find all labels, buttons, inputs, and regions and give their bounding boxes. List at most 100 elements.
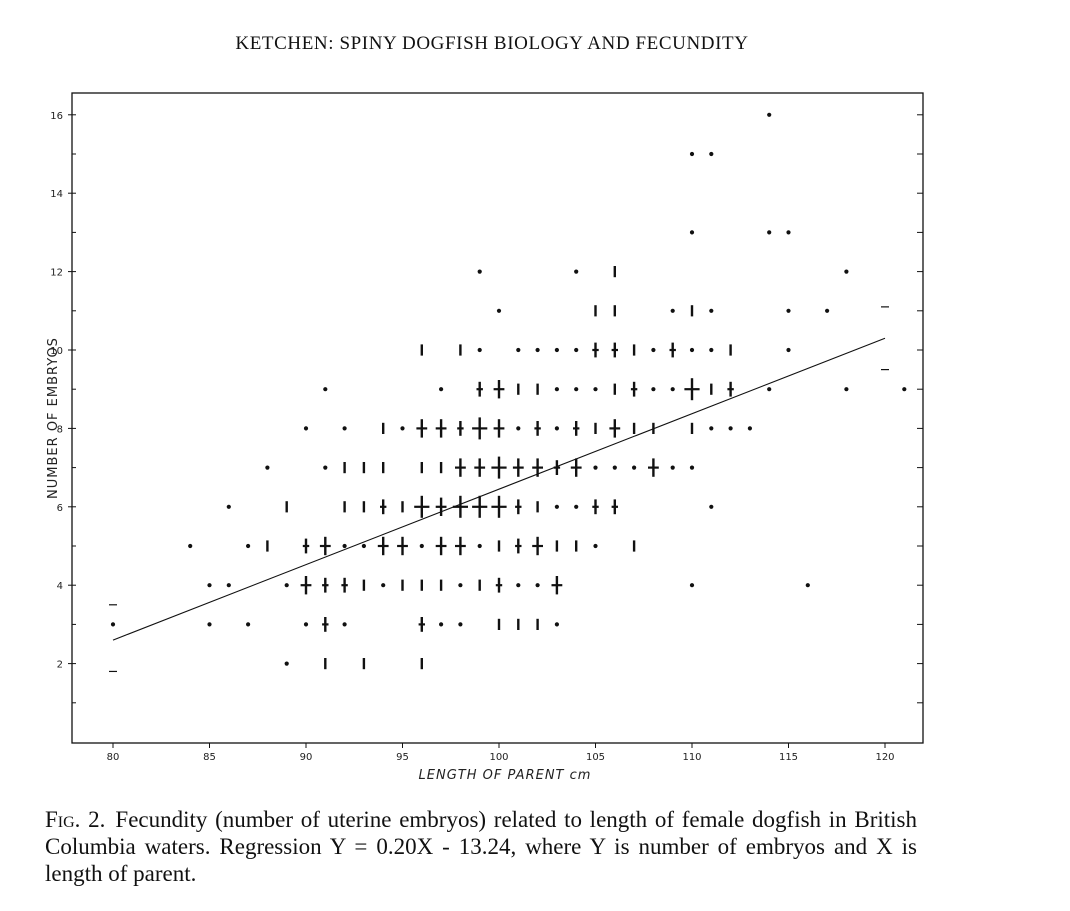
data-point: [323, 387, 328, 392]
point-dot: [689, 151, 695, 157]
data-point: [786, 308, 791, 313]
point-dot: [188, 543, 193, 549]
data-point: [709, 426, 714, 431]
data-point: [414, 495, 430, 518]
data-point: [455, 458, 466, 477]
data-point: [844, 387, 849, 392]
data-point: [747, 426, 753, 431]
data-point: [457, 421, 464, 436]
point-dot: [284, 583, 289, 588]
data-point: [554, 387, 560, 392]
point-dot: [786, 308, 791, 313]
point-dot: [110, 622, 116, 627]
data-point: [435, 419, 447, 438]
point-dot: [439, 387, 444, 392]
data-point: [709, 308, 714, 313]
point-dot: [767, 230, 772, 235]
point-dot: [342, 426, 347, 431]
x-tick-label: 100: [489, 752, 508, 763]
data-point: [474, 458, 486, 477]
y-tick-label: 2: [57, 660, 63, 671]
data-point: [418, 617, 425, 632]
point-dot: [303, 426, 309, 431]
point-dot: [786, 230, 791, 235]
data-point: [380, 499, 387, 515]
x-tick-label: 115: [779, 752, 798, 763]
x-axis-ticks: 80 85 90 95 100 105 110 115 120: [107, 743, 895, 763]
data-point: [593, 465, 598, 470]
point-dot: [574, 269, 579, 274]
point-dot: [458, 583, 463, 588]
data-point: [611, 342, 618, 358]
data-point: [207, 583, 212, 588]
x-tick-label: 80: [107, 752, 120, 763]
data-point: [611, 499, 618, 515]
y-tick-label: 14: [50, 189, 63, 200]
point-dot: [786, 347, 791, 353]
data-point: [534, 421, 541, 436]
data-point: [632, 465, 637, 470]
data-point: [323, 465, 328, 470]
y-axis-title: NUMBER OF EMBRYOS: [46, 337, 61, 499]
data-point: [512, 458, 524, 477]
point-dot: [477, 269, 482, 274]
data-point: [322, 617, 329, 632]
point-dot: [342, 622, 347, 627]
data-point: [265, 465, 270, 470]
data-point: [805, 583, 810, 588]
data-point: [554, 622, 560, 627]
y-axis-ticks: 2 4 6 8 10 12 14 16: [50, 111, 72, 671]
y-tick-label: 16: [50, 111, 63, 122]
point-dot: [593, 387, 598, 392]
data-point: [651, 387, 656, 392]
point-dot: [246, 622, 251, 627]
point-dot: [670, 387, 675, 392]
data-point: [300, 576, 312, 595]
data-point: [495, 577, 503, 593]
data-point: [515, 499, 522, 515]
point-dot: [844, 387, 849, 392]
point-dot: [246, 543, 251, 549]
point-dot: [670, 465, 675, 470]
data-point: [551, 576, 563, 595]
data-point: [284, 583, 289, 588]
point-dot: [207, 622, 212, 627]
data-point: [574, 269, 579, 274]
data-point: [516, 347, 521, 353]
point-dot: [709, 151, 714, 157]
point-dot: [554, 347, 560, 353]
data-point: [767, 112, 772, 117]
data-point: [419, 543, 424, 549]
data-point: [609, 419, 621, 438]
data-point: [493, 380, 505, 399]
point-dot: [593, 465, 598, 470]
point-dot: [458, 622, 463, 627]
data-point: [574, 347, 579, 353]
y-tick-label: 12: [50, 268, 63, 279]
data-point: [439, 622, 444, 627]
data-point: [515, 538, 522, 554]
data-point: [689, 583, 695, 588]
data-point: [592, 499, 599, 515]
point-dot: [419, 543, 424, 549]
point-dot: [226, 504, 231, 509]
point-dot: [554, 426, 560, 431]
point-dot: [689, 230, 695, 235]
running-title: KETCHEN: SPINY DOGFISH BIOLOGY AND FECUN…: [235, 33, 749, 54]
data-point: [593, 387, 598, 392]
data-point: [207, 622, 212, 627]
data-point: [377, 536, 389, 556]
data-point: [709, 347, 714, 353]
point-dot: [767, 387, 772, 392]
data-point: [612, 465, 617, 470]
point-dot: [284, 661, 289, 666]
data-point: [476, 381, 483, 397]
point-dot: [265, 465, 270, 470]
data-point: [651, 347, 656, 353]
point-dot: [709, 504, 714, 509]
data-point: [516, 426, 521, 431]
point-dot: [477, 543, 482, 549]
data-point: [689, 151, 695, 157]
data-point: [472, 495, 488, 518]
data-point: [670, 308, 675, 313]
